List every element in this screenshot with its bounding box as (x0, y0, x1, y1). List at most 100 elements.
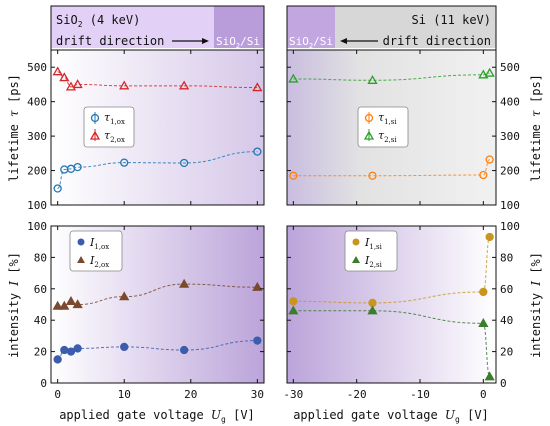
right-material-label: Si (11 keV) (412, 13, 491, 27)
data-point (479, 287, 488, 297)
ylabel-bottom-right: intensity I [%] (529, 252, 543, 358)
y-tick-label: 500 (500, 61, 520, 74)
y-tick-label: 0 (500, 377, 507, 390)
data-point (60, 345, 69, 355)
y-tick-label: 60 (34, 283, 47, 296)
data-point (252, 281, 263, 291)
y-tick-label: 500 (27, 61, 47, 74)
x-tick-label: 10 (118, 388, 131, 401)
header-right: Si (11 keV) drift direction SiO2/Si (287, 6, 496, 50)
xlabel-right: applied gate voltage Ug [V] (293, 408, 489, 424)
arrow-left-icon (340, 38, 347, 44)
y-tick-label: 200 (500, 165, 520, 178)
data-point (478, 69, 489, 79)
data-point (367, 305, 378, 315)
data-point (367, 75, 378, 84)
y-tick-label: 100 (500, 199, 520, 212)
y-tick-label: 200 (27, 165, 47, 178)
legend-marker (77, 238, 85, 246)
ylabel-bottom-left: intensity I [%] (7, 252, 21, 358)
left-drift-label: drift direction (56, 34, 164, 48)
y-tick-label: 100 (500, 220, 520, 233)
legend-top-right: τ1,si τ2,si (357, 106, 409, 148)
header-left: SiO2 (4 keV) drift direction SiO2/Si (51, 6, 264, 50)
x-tick-label: -20 (347, 388, 367, 401)
y-tick-label: 40 (34, 314, 47, 327)
y-tick-label: 60 (500, 283, 513, 296)
data-point (72, 299, 83, 309)
data-point (73, 344, 82, 353)
data-point (478, 318, 489, 327)
legend-label-tau2si: τ2,si (378, 129, 397, 144)
data-point (485, 232, 494, 242)
data-point (484, 371, 495, 381)
x-tick-label: -10 (410, 388, 430, 401)
data-point (59, 300, 70, 310)
legend-top-left: τ1,ox τ2,ox (83, 106, 135, 148)
data-point (288, 73, 299, 83)
legend-bottom-left: I1,ox I2,ox (69, 230, 123, 272)
right-interface-label: SiO2/Si (289, 35, 333, 50)
legend-label-I1ox: I1,ox (89, 236, 109, 251)
data-point (289, 297, 298, 306)
data-point (368, 171, 377, 180)
right-drift-label: drift direction (383, 34, 491, 48)
fit-curve (293, 236, 491, 304)
x-tick-label: 30 (251, 388, 264, 401)
data-point (73, 162, 82, 172)
data-point (119, 291, 130, 301)
fit-curve (293, 159, 490, 177)
data-point (59, 72, 70, 82)
data-point (485, 155, 494, 164)
x-tick-label: 20 (184, 388, 197, 401)
y-tick-label: 20 (500, 346, 513, 359)
data-point (179, 278, 190, 288)
data-point (289, 171, 298, 180)
data-point (179, 80, 190, 90)
data-point (52, 300, 63, 310)
data-point (253, 336, 262, 345)
data-point (120, 342, 129, 352)
data-point (252, 82, 263, 92)
xlabel-left: applied gate voltage Ug [V] (59, 408, 255, 424)
y-tick-label: 40 (500, 314, 513, 327)
data-point (72, 79, 83, 89)
legend-label-I2si: I2,si (364, 254, 383, 269)
data-point (65, 81, 77, 91)
legend-label-I2ox: I2,ox (89, 254, 109, 269)
y-tick-label: 80 (34, 251, 47, 264)
y-tick-label: 100 (27, 199, 47, 212)
y-tick-label: 400 (27, 96, 47, 109)
legend-marker (77, 256, 85, 263)
arrow-right-icon (202, 38, 209, 44)
data-point (368, 298, 377, 308)
data-point (484, 67, 495, 77)
y-tick-label: 300 (500, 130, 520, 143)
ylabel-top-left: lifetime τ [ps] (7, 74, 21, 182)
data-point (179, 345, 189, 355)
data-point (52, 66, 63, 76)
legend-label-tau1ox: τ1,ox (104, 111, 125, 126)
legend-bottom-right: I1,si I2,si (344, 230, 398, 272)
legend-label-tau1si: τ1,si (378, 111, 397, 126)
y-tick-label: 400 (500, 96, 520, 109)
legend-marker (352, 256, 360, 263)
data-point (53, 184, 62, 193)
ylabel-top-right: lifetime τ [ps] (529, 74, 543, 182)
y-tick-label: 80 (500, 251, 513, 264)
x-tick-label: 0 (54, 388, 61, 401)
y-tick-label: 100 (27, 220, 47, 233)
legend-label-I1si: I1,si (364, 236, 383, 251)
data-point (253, 147, 262, 156)
data-point (120, 158, 129, 167)
panel-bg-tl (51, 50, 264, 205)
y-tick-label: 20 (34, 346, 47, 359)
x-tick-label: -30 (283, 388, 303, 401)
data-point (479, 170, 488, 180)
x-tick-label: 0 (480, 388, 487, 401)
fit-curve (293, 72, 490, 81)
left-material-label: SiO2 (4 keV) (56, 13, 140, 29)
fit-curve (57, 151, 258, 189)
data-point (119, 80, 130, 90)
